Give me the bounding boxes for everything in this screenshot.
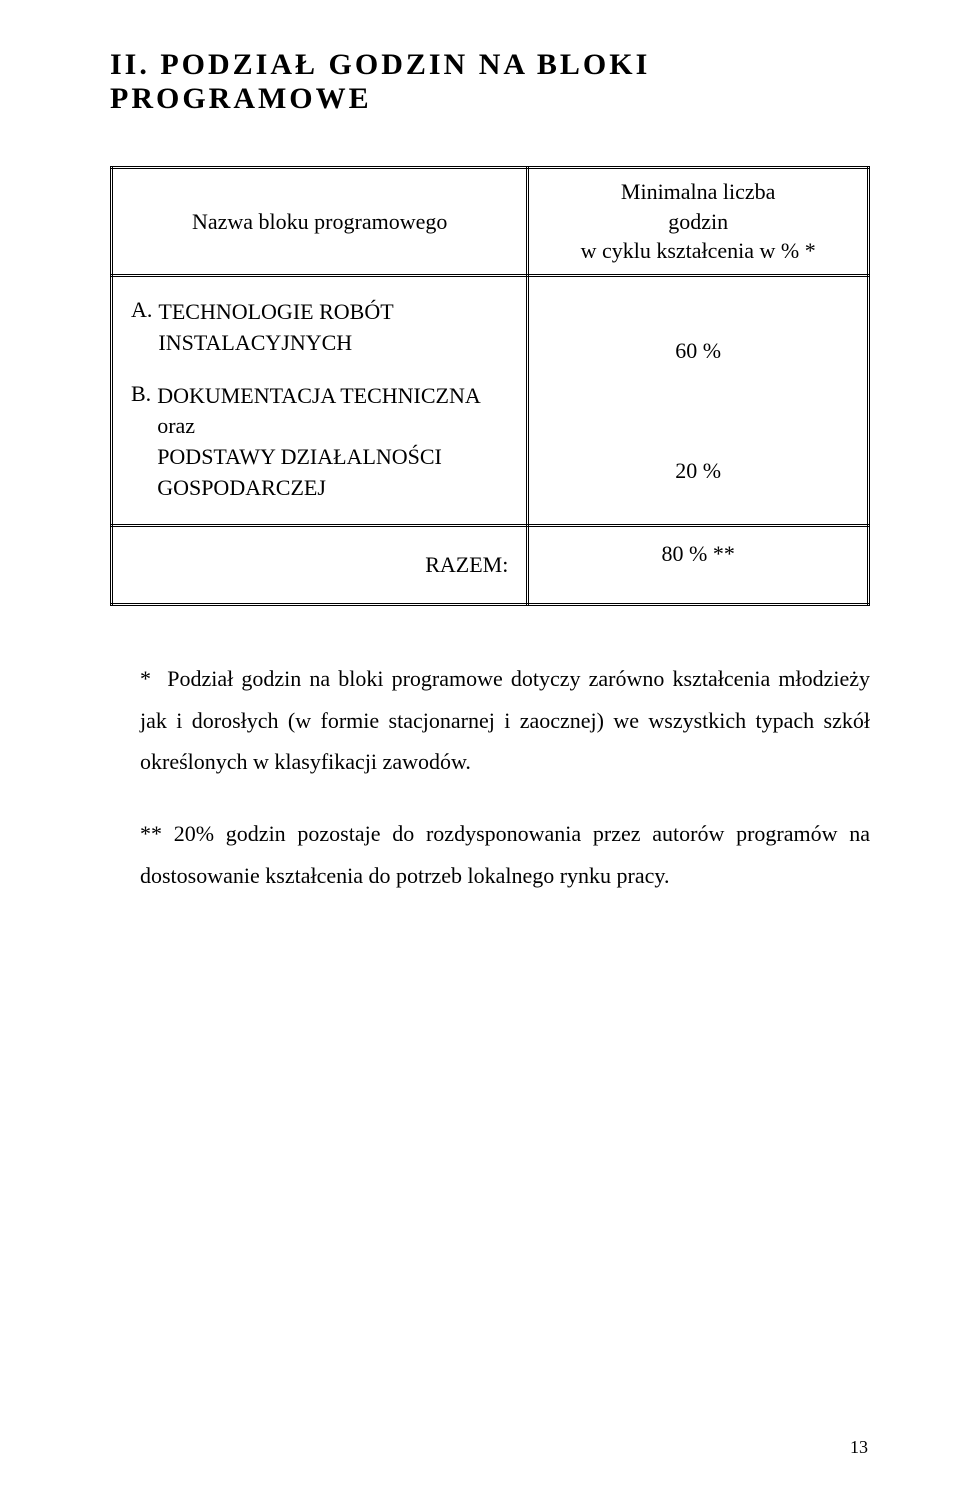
hours-table: Nazwa bloku programowego Minimalna liczb… [110,166,870,606]
item-a-line1: TECHNOLOGIE ROBÓT [158,297,393,328]
page-number: 13 [850,1437,868,1458]
blocks-cell: A. TECHNOLOGIE ROBÓT INSTALACYJNYCH B. D… [112,276,528,526]
item-b-line3: PODSTAWY DZIAŁALNOŚCI [157,442,481,473]
footnote-2: ** 20% godzin pozostaje do rozdysponowan… [110,813,870,897]
col-header-name: Nazwa bloku programowego [112,168,528,276]
item-b-line1: DOKUMENTACJA TECHNICZNA [157,381,481,412]
col-header-hours-l2: godzin [529,207,867,237]
item-b-letter: B. [131,381,151,407]
item-a-line2: INSTALACYJNYCH [158,328,393,359]
footnotes: * Podział godzin na bloki programowe dot… [110,658,870,897]
footnote-1: * Podział godzin na bloki programowe dot… [110,658,870,783]
item-a-letter: A. [131,297,152,323]
value-b: 20 % [675,458,721,484]
item-b: B. DOKUMENTACJA TECHNICZNA oraz PODSTAWY… [131,381,508,504]
value-a: 60 % [675,338,721,364]
item-b-line4: GOSPODARCZEJ [157,473,481,504]
values-cell: 60 % 20 % [528,276,869,526]
page-heading: II. PODZIAŁ GODZIN NA BLOKI PROGRAMOWE [110,48,870,116]
razem-label: RAZEM: [112,525,528,604]
col-header-hours: Minimalna liczba godzin w cyklu kształce… [528,168,869,276]
item-a: A. TECHNOLOGIE ROBÓT INSTALACYJNYCH [131,297,508,359]
item-b-line2: oraz [157,411,481,442]
col-header-hours-l3: w cyklu kształcenia w % * [529,236,867,266]
total-value: 80 % ** [528,525,869,604]
col-header-hours-l1: Minimalna liczba [529,177,867,207]
